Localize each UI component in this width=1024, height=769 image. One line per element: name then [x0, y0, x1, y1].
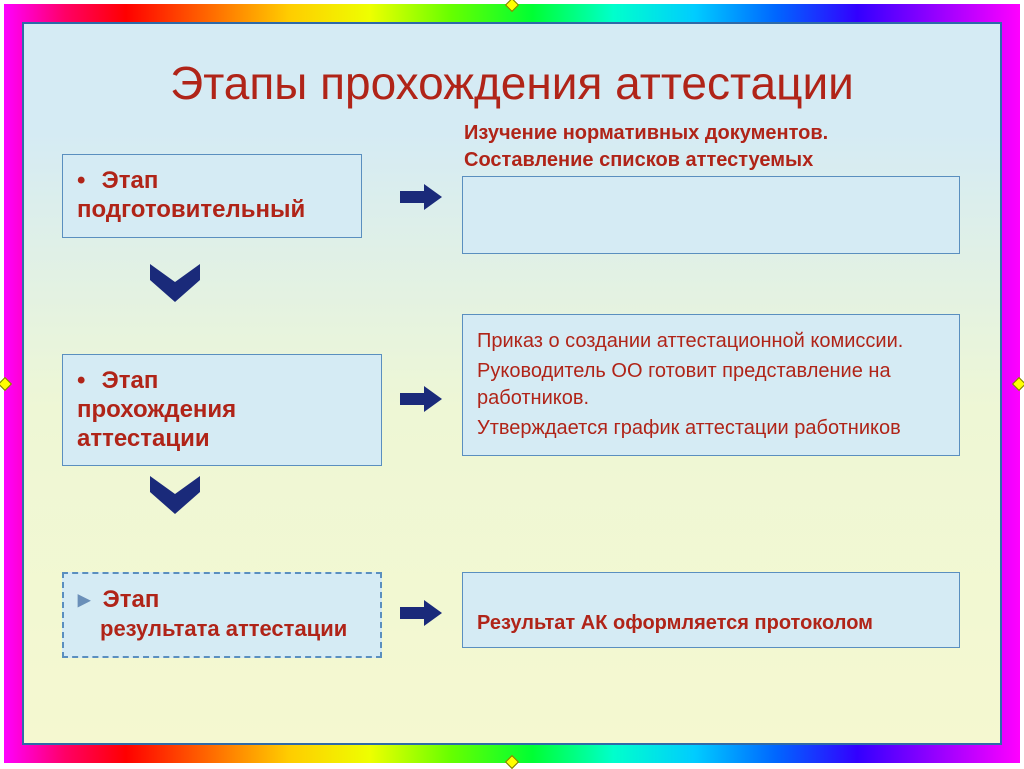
chevron-down-icon [148, 474, 202, 518]
stage3-label: Этап [103, 586, 160, 613]
stage-box-2: • Этап прохождения аттестации [62, 354, 382, 466]
desc-box-3: Результат АК оформляется протоколом [462, 572, 960, 648]
subtitle: Изучение нормативных документов. Составл… [464, 120, 964, 174]
bullet-icon: ▸ [78, 586, 96, 615]
bullet-icon: • [77, 367, 95, 396]
slide-content: Этапы прохождения аттестации Изучение но… [24, 24, 1000, 743]
stage1-label: Этап [102, 167, 159, 194]
desc2-line2: Руководитель ОО готовит представление на… [477, 358, 945, 412]
stage-box-3: ▸ Этап результата аттестации [62, 572, 382, 658]
bullet-icon: • [77, 167, 95, 196]
stage2-label: Этап [102, 367, 159, 394]
subtitle-line2: Составление списков аттестуемых [464, 147, 964, 174]
desc3-text: Результат АК оформляется протоколом [477, 610, 873, 637]
stage3-sub: результата аттестации [78, 616, 347, 642]
stage1-sub: подготовительный [77, 196, 305, 223]
slide-title: Этапы прохождения аттестации [24, 24, 1000, 110]
desc2-line1: Приказ о создании аттестационной комисси… [477, 328, 945, 355]
desc2-line3: Утверждается график аттестации работнико… [477, 415, 945, 442]
stage2-sub: прохождения аттестации [77, 396, 236, 452]
chevron-down-icon [148, 262, 202, 306]
slide-frame: Этапы прохождения аттестации Изучение но… [0, 0, 1024, 767]
subtitle-line1: Изучение нормативных документов. [464, 120, 964, 147]
stage-box-1: • Этап подготовительный [62, 154, 362, 238]
desc-box-2: Приказ о создании аттестационной комисси… [462, 314, 960, 456]
desc-box-1 [462, 176, 960, 254]
